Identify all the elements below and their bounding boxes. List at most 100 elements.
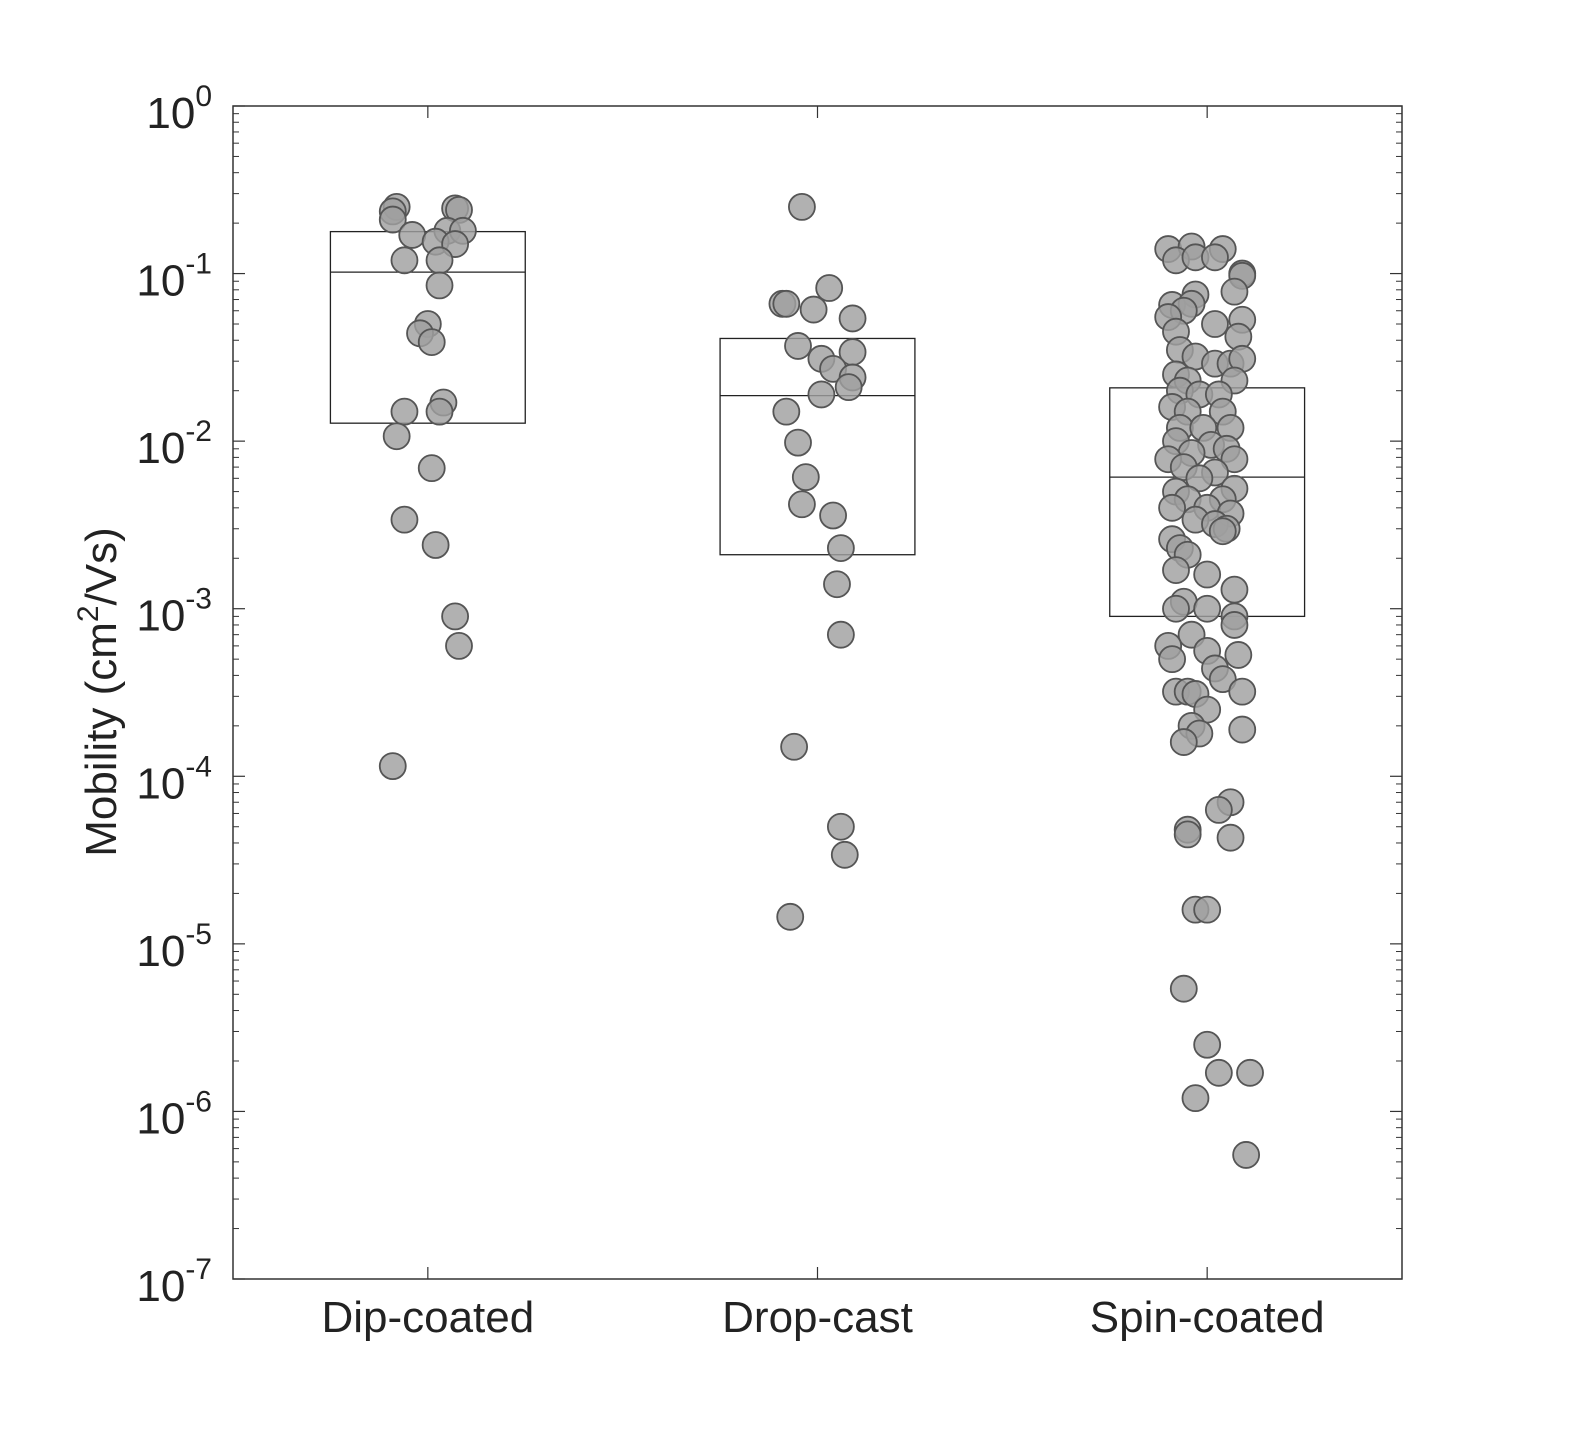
x-tick-label: Spin-coated <box>1090 1293 1325 1342</box>
data-point <box>382 422 411 451</box>
data-point <box>1220 575 1249 604</box>
data-point <box>1181 1084 1210 1113</box>
x-tick-labels: Dip-coated Drop-cast Spin-coated <box>321 1293 1324 1342</box>
data-point <box>1204 1058 1233 1087</box>
data-point <box>390 246 419 275</box>
y-tick-label: 10-7 <box>136 1253 212 1311</box>
data-point <box>1204 796 1233 824</box>
data-point <box>830 840 859 869</box>
data-point <box>1193 594 1222 623</box>
data-point <box>1220 611 1249 639</box>
y-axis-label: Mobility (cm2/Vs) <box>72 527 126 857</box>
y-tick-label: 10-5 <box>136 918 212 976</box>
data-points <box>378 192 1264 1169</box>
data-point <box>1228 715 1257 744</box>
data-point <box>1173 820 1202 849</box>
y-axis-label-suffix: /Vs) <box>77 527 126 605</box>
data-point <box>398 221 427 249</box>
y-tick-label-exponent: 0 <box>195 80 212 113</box>
data-point <box>425 271 454 300</box>
data-point <box>417 328 446 356</box>
y-tick-label-exponent: -5 <box>185 918 212 951</box>
data-point <box>772 397 801 426</box>
data-point <box>780 732 809 761</box>
y-tick-label: 10-4 <box>136 750 212 808</box>
data-point <box>1162 556 1190 584</box>
y-axis-label-prefix: Mobility (cm <box>77 622 126 857</box>
y-tick-label: 10-1 <box>136 248 212 306</box>
y-tick-label: 10-6 <box>136 1085 212 1143</box>
data-point <box>788 490 816 519</box>
data-point <box>838 304 867 333</box>
x-tick-label: Dip-coated <box>321 1293 534 1342</box>
data-point <box>826 534 855 562</box>
data-point <box>1228 677 1257 706</box>
y-tick-label-base: 10 <box>136 257 185 306</box>
y-tick-label: 10-2 <box>136 415 212 473</box>
y-tick-label-exponent: -6 <box>185 1085 212 1118</box>
y-tick-label-exponent: -3 <box>185 583 212 616</box>
data-point <box>1162 594 1190 623</box>
data-point <box>834 373 863 402</box>
data-point <box>1158 645 1186 674</box>
y-tick-label-base: 10 <box>136 1094 185 1143</box>
y-tick-label-exponent: -4 <box>185 750 212 783</box>
data-point <box>791 463 820 492</box>
y-tick-label-base: 10 <box>136 759 185 808</box>
data-point <box>378 205 407 234</box>
box-iqr <box>719 337 916 556</box>
data-point <box>776 902 805 931</box>
plot-frame <box>232 105 1403 1280</box>
data-point <box>1220 445 1249 474</box>
data-point <box>815 274 844 302</box>
data-point <box>1201 310 1229 338</box>
data-point <box>1158 493 1186 522</box>
data-point <box>1193 560 1222 589</box>
data-point <box>1185 464 1214 493</box>
data-point <box>823 570 851 599</box>
data-point <box>445 631 473 660</box>
data-point <box>1201 243 1229 272</box>
data-point <box>417 454 446 483</box>
x-tick-label: Drop-cast <box>722 1293 913 1342</box>
data-point <box>390 397 419 426</box>
data-point <box>421 531 450 559</box>
y-tick-label-base: 10 <box>136 927 185 976</box>
data-point <box>1236 1058 1264 1087</box>
data-point <box>819 501 847 530</box>
data-point <box>1169 974 1198 1003</box>
y-tick-label-base: 10 <box>146 89 195 138</box>
data-point <box>441 602 470 631</box>
data-point <box>1232 1141 1261 1169</box>
data-point <box>826 812 855 841</box>
data-point <box>390 505 419 534</box>
data-point <box>1224 641 1253 669</box>
data-point <box>826 620 855 649</box>
y-tick-label-base: 10 <box>136 1262 185 1311</box>
y-tick-label-exponent: -2 <box>185 415 212 448</box>
data-point <box>1216 823 1245 852</box>
data-point <box>1193 1030 1222 1059</box>
y-axis-label-superscript: 2 <box>72 605 105 622</box>
data-point <box>1193 895 1222 924</box>
data-point <box>772 289 801 318</box>
data-point <box>378 752 407 781</box>
y-tick-label-base: 10 <box>136 592 185 641</box>
data-point <box>1208 665 1237 694</box>
data-point <box>788 192 816 221</box>
data-point <box>425 397 454 426</box>
y-tick-label-exponent: -7 <box>185 1253 212 1286</box>
data-point <box>807 380 836 409</box>
data-point <box>1220 277 1249 306</box>
data-point <box>784 332 812 360</box>
data-point <box>784 428 812 457</box>
data-point <box>425 246 454 275</box>
minor-tick-marks <box>233 113 1402 1230</box>
y-tick-label: 10-3 <box>136 583 212 641</box>
y-tick-label-base: 10 <box>136 424 185 473</box>
data-point <box>1208 517 1237 546</box>
data-point <box>799 295 828 324</box>
